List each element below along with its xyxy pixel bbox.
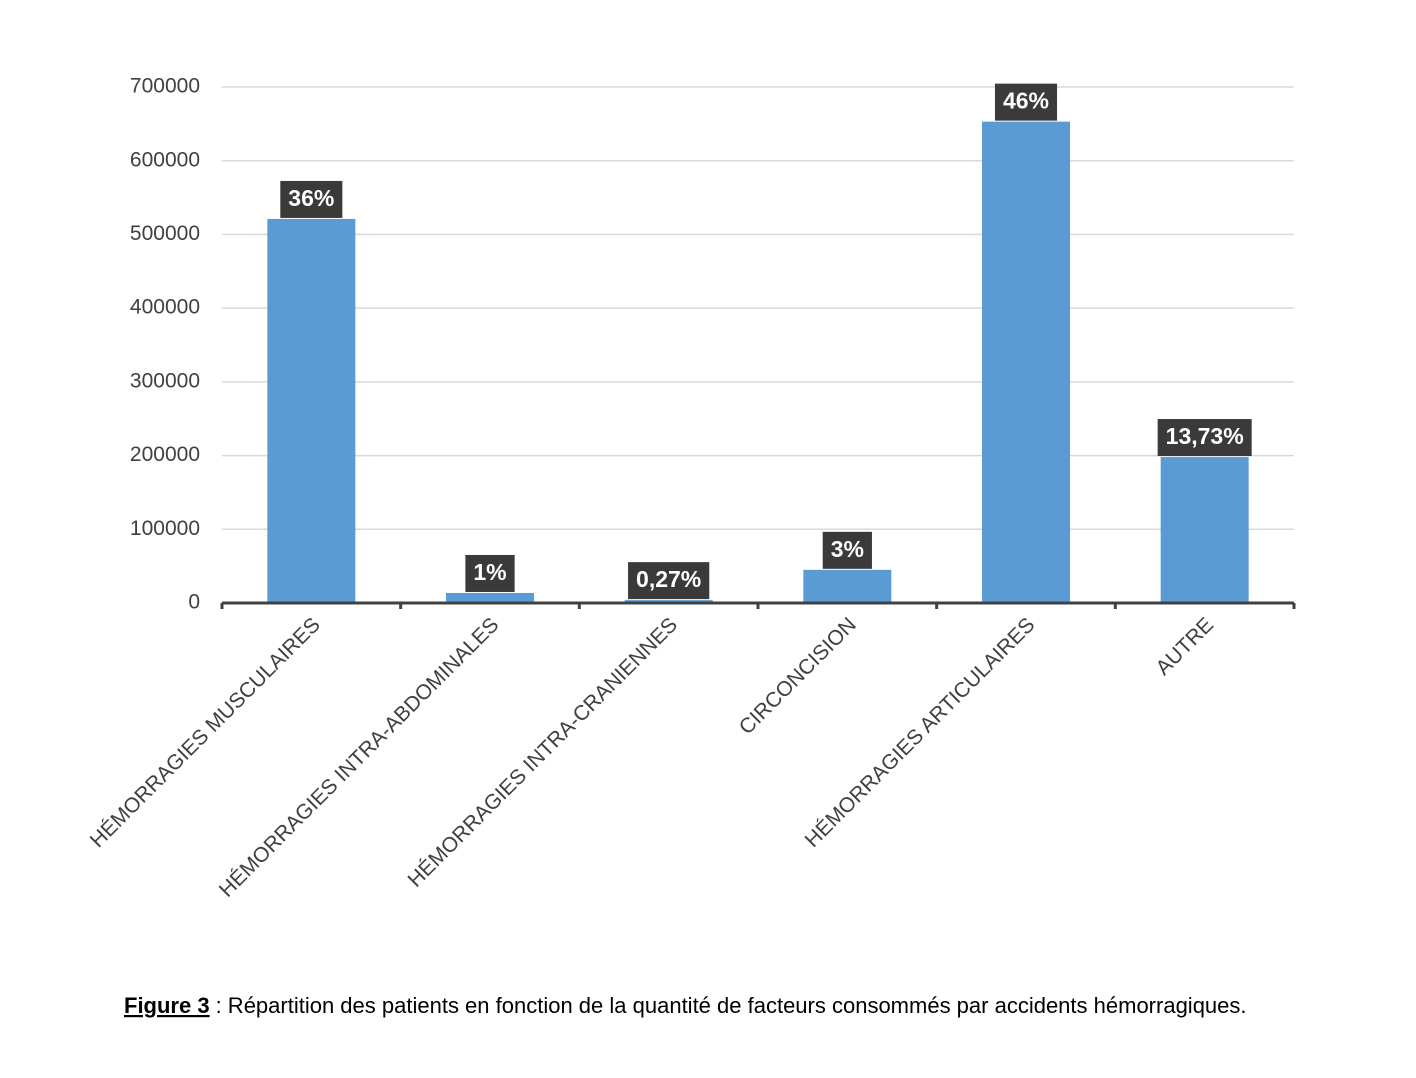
caption: Figure 3: Répartition des patients en fo… xyxy=(124,993,1247,1018)
data-label: 36% xyxy=(280,180,343,218)
y-tick-label: 700000 xyxy=(130,75,200,98)
data-label-box xyxy=(822,531,872,569)
y-tick-label: 0 xyxy=(188,591,200,614)
data-label-box xyxy=(994,83,1058,121)
data-label-text: 3% xyxy=(831,536,864,562)
bar xyxy=(446,592,534,603)
bar xyxy=(982,121,1070,603)
x-tick-label: HÉMORRAGIES INTRA-ABDOMINALES xyxy=(215,613,504,902)
data-label: 1% xyxy=(465,554,515,592)
y-tick-label: 200000 xyxy=(130,443,200,466)
y-tick-label: 100000 xyxy=(130,517,200,540)
data-label: 0,27% xyxy=(628,562,710,600)
caption-label: Figure 3 xyxy=(124,993,210,1018)
bar xyxy=(267,218,356,603)
y-tick-label: 300000 xyxy=(130,369,200,392)
y-tick-label: 500000 xyxy=(130,222,200,245)
bar xyxy=(1160,457,1249,603)
x-tick-label: AUTRE xyxy=(1152,613,1219,680)
data-label-text: 1% xyxy=(473,559,506,585)
caption-text: : Répartition des patients en fonction d… xyxy=(216,993,1247,1018)
data-label-text: 36% xyxy=(288,185,334,211)
data-label: 46% xyxy=(994,83,1058,121)
bar xyxy=(803,569,892,603)
data-label-text: 13,73% xyxy=(1166,423,1244,449)
data-label-box xyxy=(1157,419,1252,457)
data-label-box xyxy=(280,180,343,218)
x-tick-label: CIRCONCISION xyxy=(735,613,861,739)
data-label: 3% xyxy=(822,531,872,569)
data-label: 13,73% xyxy=(1157,419,1252,457)
y-tick-label: 600000 xyxy=(130,148,200,171)
data-label-box xyxy=(465,554,515,592)
y-tick-label: 400000 xyxy=(130,296,200,319)
data-label-text: 46% xyxy=(1003,88,1049,114)
data-label-box xyxy=(628,562,710,600)
data-label-text: 0,27% xyxy=(636,566,701,592)
